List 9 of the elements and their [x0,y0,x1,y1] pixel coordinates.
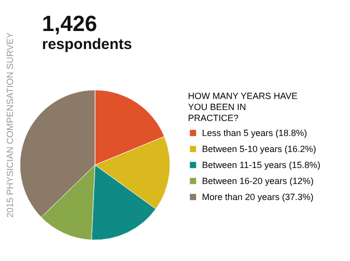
chart-title: 1,426 [42,11,98,36]
legend-label: Between 16-20 years (12%) [202,176,314,186]
legend-label: Between 11-15 years (15.8%) [202,160,320,170]
text: 2015 PHYSICIAN COMPENSATION SURVEY [5,32,15,218]
legend-label: Less than 5 years (18.8%) [202,128,308,138]
chart-subtitle: respondents [42,36,132,53]
legend-label: More than 20 years (37.3%) [202,192,314,202]
legend-title: HOW MANY YEARS HAVE YOU BEEN IN PRACTICE? [188,91,298,123]
legend-label: Between 5-10 years (16.2%) [202,144,316,154]
